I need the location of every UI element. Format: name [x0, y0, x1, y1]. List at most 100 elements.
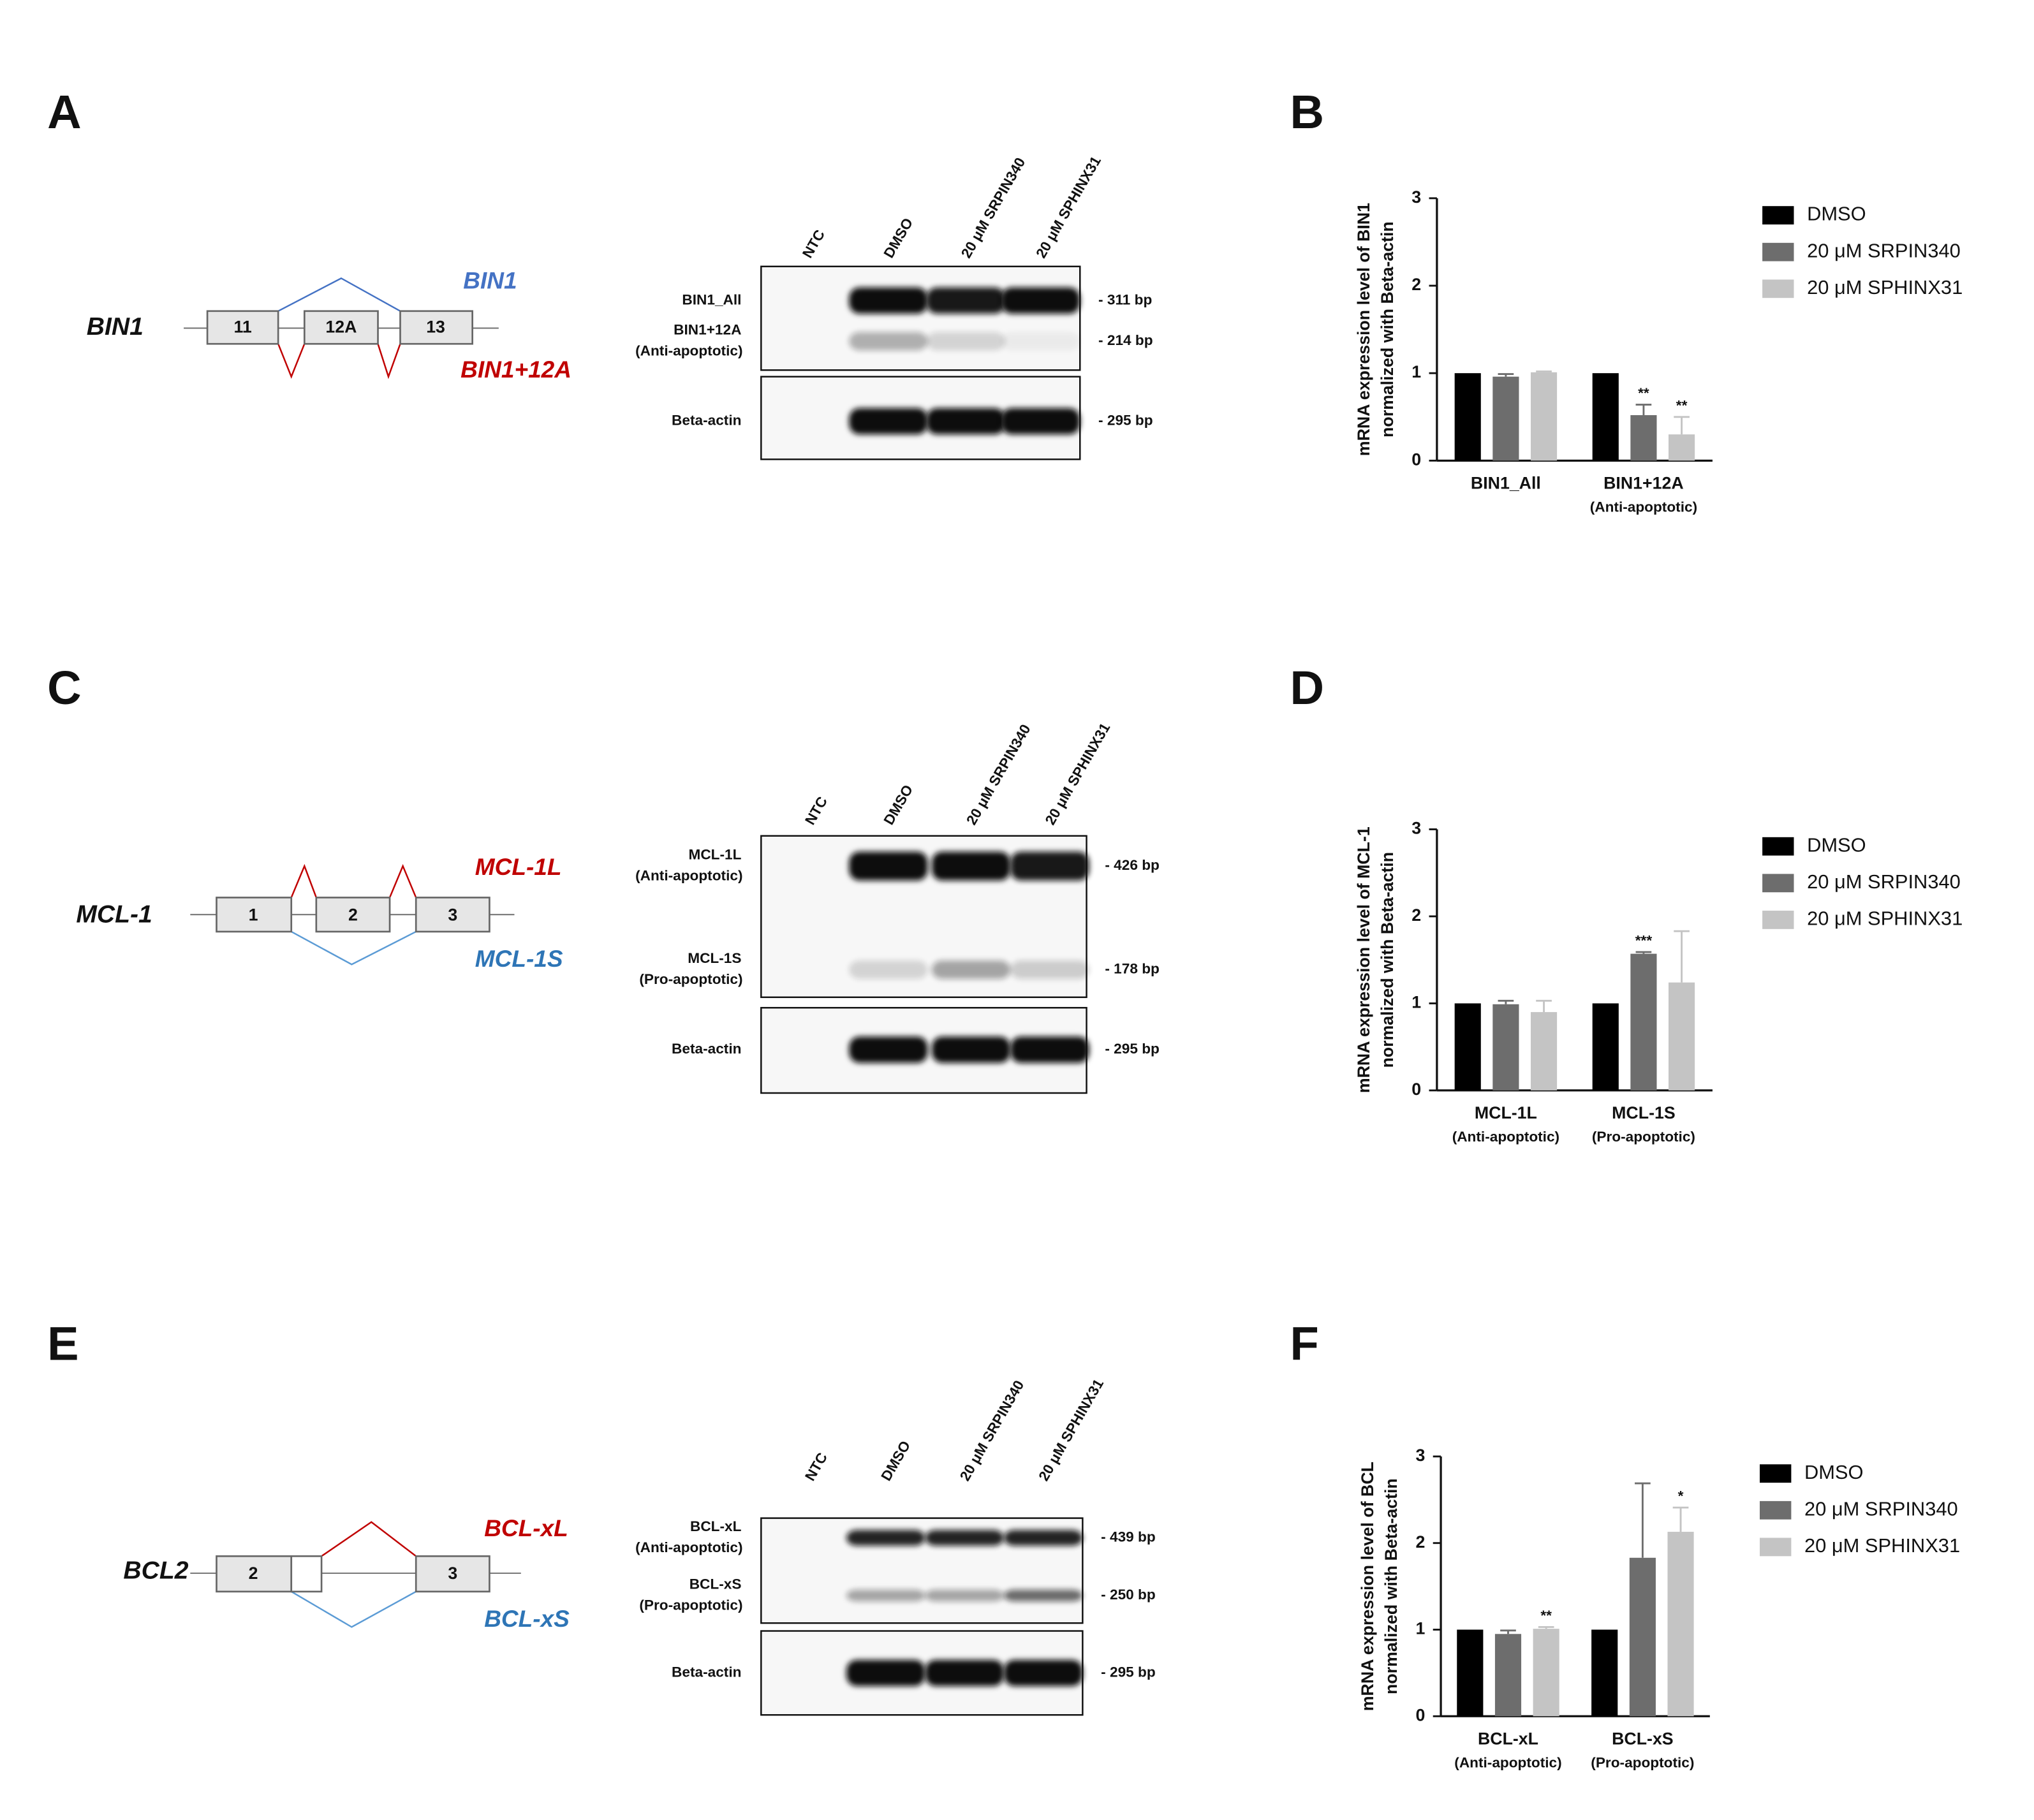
- bar: [1492, 376, 1519, 461]
- gel-band: [849, 851, 928, 881]
- lane-label: 20 μM SRPIN340: [958, 155, 1028, 261]
- isoform-label: BCL-xL: [484, 1515, 568, 1541]
- exon: [206, 310, 279, 345]
- gel-band: [849, 960, 928, 980]
- lane-label: DMSO: [881, 782, 917, 827]
- significance: **: [1638, 385, 1649, 401]
- gene-name: MCL-1: [76, 901, 152, 928]
- exon-label: 3: [448, 905, 457, 924]
- band-size: - 250 bp: [1101, 1587, 1156, 1603]
- error-bar: [1498, 373, 1514, 377]
- isoform-label: BIN1: [463, 267, 517, 293]
- x-tick-sublabel: (Anti-apoptotic): [1452, 1129, 1559, 1145]
- exon-label: 2: [348, 905, 358, 924]
- band-label: MCL-1L: [688, 847, 741, 863]
- legend-label: 20 μM SRPIN340: [1807, 870, 1961, 893]
- y-tick-label: 1: [1411, 992, 1421, 1011]
- bar: [1492, 1004, 1519, 1090]
- x-tick-label: MCL-1S: [1612, 1103, 1676, 1122]
- lane-label: NTC: [802, 1450, 830, 1484]
- error-bar: [1635, 951, 1652, 954]
- splice-arc: [321, 1521, 416, 1557]
- y-tick-label: 1: [1411, 362, 1421, 381]
- isoform-label: MCL-1L: [475, 853, 562, 880]
- legend-swatch: [1762, 874, 1794, 893]
- exon: [315, 897, 391, 933]
- band-size: - 439 bp: [1101, 1529, 1156, 1545]
- exon-label: 3: [448, 1564, 457, 1583]
- splice-arc: [291, 1590, 416, 1628]
- bar: [1669, 982, 1695, 1090]
- lane-label: 20 μM SPHINX31: [1036, 1376, 1107, 1483]
- legend-label: 20 μM SRPIN340: [1804, 1497, 1958, 1520]
- legend-swatch: [1762, 911, 1794, 929]
- significance: *: [1678, 1488, 1684, 1504]
- legend-swatch: [1762, 837, 1794, 856]
- exon-label: 12A: [325, 318, 357, 337]
- x-tick-label: BIN1_All: [1471, 473, 1541, 492]
- band-note: (Anti-apoptotic): [635, 343, 742, 359]
- gel-band: [846, 1530, 925, 1546]
- y-tick-label: 0: [1415, 1705, 1425, 1724]
- bar: [1591, 1629, 1618, 1717]
- lane-label: DMSO: [881, 216, 917, 261]
- gel-band: [925, 1530, 1004, 1546]
- splice-arc: [290, 863, 317, 898]
- band-label: Beta-actin: [672, 1041, 741, 1057]
- gel-band: [926, 408, 1005, 435]
- y-tick-label: 2: [1411, 906, 1421, 925]
- gel-band: [849, 287, 928, 314]
- significance: ***: [1635, 932, 1653, 948]
- gel-band: [849, 1036, 928, 1063]
- y-tick-label: 1: [1415, 1619, 1425, 1638]
- error-bar: [1674, 416, 1690, 435]
- legend-swatch: [1759, 1464, 1792, 1483]
- splice-diagram: 1 2 3 MCL-1 MCL-1L MCL-1S: [76, 853, 563, 972]
- error-bar: [1672, 1506, 1689, 1532]
- splice-diagram: 2 3 BCL2 BCL-xL BCL-xS: [123, 1515, 570, 1632]
- bar: [1494, 1634, 1522, 1717]
- bar: [1592, 373, 1619, 461]
- panel-label: A: [47, 85, 81, 138]
- exon: [399, 310, 474, 345]
- splice-arc: [388, 863, 417, 898]
- bar: [1592, 1003, 1619, 1090]
- band-note: (Anti-apoptotic): [635, 1539, 742, 1555]
- legend-swatch: [1762, 279, 1794, 298]
- gel-band: [931, 960, 1011, 980]
- legend-swatch: [1759, 1501, 1792, 1520]
- panel-label: D: [1290, 661, 1323, 714]
- band-size: - 214 bp: [1098, 332, 1153, 348]
- x-tick-label: BCL-xS: [1612, 1729, 1674, 1748]
- band-size: - 295 bp: [1101, 1664, 1156, 1680]
- lane-label: NTC: [802, 794, 830, 828]
- exon: [415, 897, 490, 933]
- splice-arc: [277, 343, 306, 379]
- error-bar: [1536, 999, 1552, 1013]
- lane-label: 20 μM SPHINX31: [1033, 154, 1104, 261]
- legend-swatch: [1759, 1537, 1792, 1557]
- legend-label: DMSO: [1804, 1461, 1864, 1483]
- error-bar: [1498, 999, 1514, 1004]
- bar: [1629, 1557, 1656, 1717]
- error-bar: [1500, 1629, 1516, 1634]
- y-tick-label: 0: [1411, 450, 1421, 469]
- gel-band: [1003, 1659, 1083, 1686]
- y-tick-label: 3: [1415, 1446, 1425, 1465]
- bar: [1533, 1629, 1559, 1717]
- band-size: - 426 bp: [1105, 857, 1160, 873]
- splice-arc: [291, 930, 416, 965]
- x-tick-sublabel: (Anti-apoptotic): [1590, 499, 1697, 515]
- band-label: MCL-1S: [688, 950, 741, 966]
- gel-band: [1001, 408, 1080, 435]
- y-tick-label: 0: [1411, 1080, 1421, 1099]
- error-bar: [1635, 404, 1652, 416]
- splice-diagram: 11 12A 13 BIN1 BIN1 BIN1+12A: [87, 267, 571, 383]
- band-size: - 311 bp: [1098, 291, 1152, 307]
- gel-band: [849, 408, 928, 435]
- y-axis-label: mRNA expression level of MCL-1: [1354, 826, 1373, 1093]
- legend-label: DMSO: [1807, 203, 1866, 225]
- bar: [1530, 372, 1558, 461]
- gel-band: [931, 1036, 1011, 1063]
